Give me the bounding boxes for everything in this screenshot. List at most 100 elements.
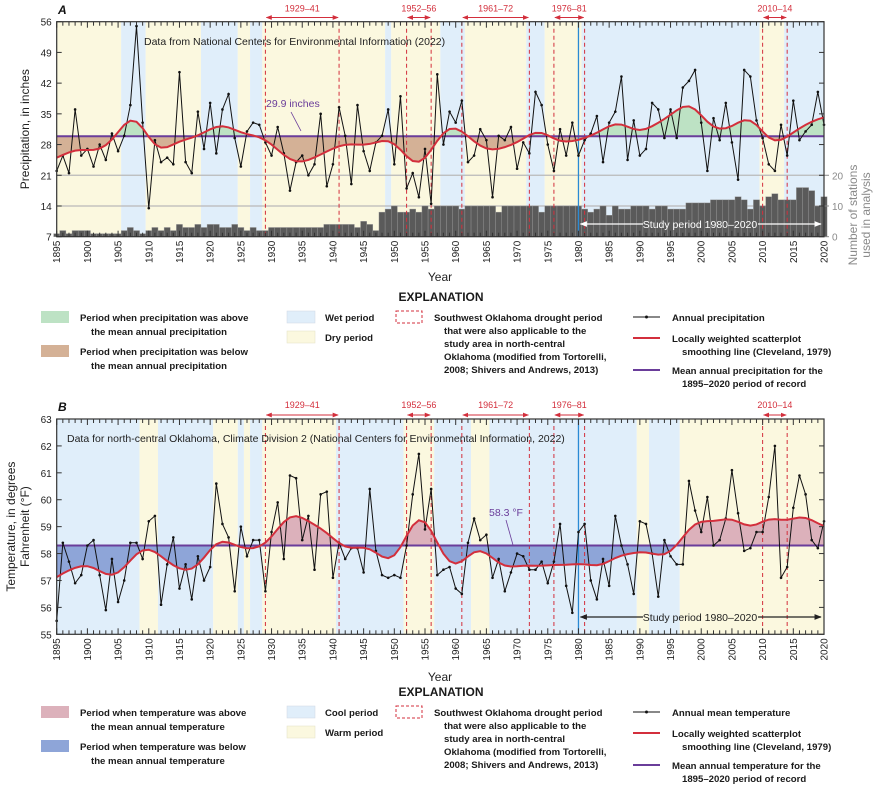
wet-period-band [385,21,392,237]
annual-data-point [313,163,316,166]
annual-data-point [816,546,820,550]
annual-data-point [245,130,249,133]
x-tick-label: 1985 [605,638,616,661]
dry-period-band [544,21,582,237]
annual-data-point [98,143,101,146]
cool-period-band [649,419,680,635]
annual-data-point [687,79,691,83]
annual-data-point [552,560,556,563]
annual-data-point [343,557,347,561]
annual-data-point [325,184,329,188]
annual-data-point [159,603,163,606]
legend-drought-label: that were also applicable to the [444,721,586,732]
annual-data-point [356,103,359,107]
annual-data-point [208,565,212,569]
annual-data-point [417,452,421,456]
legend-below-label: Period when precipitation was below [80,347,248,358]
annual-data-point [706,169,709,173]
x-tick-label: 1995 [666,240,677,263]
dry-period-band [237,21,251,237]
station-count-bar [618,208,625,237]
annual-data-point [110,132,114,135]
legend-drought-swatch [395,310,423,324]
station-axis-label: used in analysis [859,172,873,257]
drought-period-label: 1952–56 [401,400,436,410]
warm-period-band [139,419,158,635]
annual-data-point [540,560,543,563]
x-tick-label: 2000 [697,240,708,263]
dry-period-band [262,21,386,237]
annual-data-point [638,519,642,523]
x-tick-label: 1950 [390,240,401,263]
drought-period-label: 1976–81 [552,4,587,14]
annual-data-point [393,573,396,577]
annual-data-point [454,121,457,124]
station-axis-tick-label: 20 [832,171,844,182]
annual-data-point [251,538,255,542]
legend-above-label: Period when precipitation was above [80,313,248,324]
y-tick-label: 56 [41,603,53,614]
annual-data-point [448,110,451,113]
x-tick-label: 2000 [697,638,708,661]
x-tick-label: 2005 [727,240,738,263]
station-count-bar [556,205,564,237]
dry-period-band [464,21,527,237]
annual-data-point [761,530,764,534]
y-tick-label: 14 [41,202,53,213]
annual-data-point [503,589,507,593]
annual-data-point [816,90,820,94]
annual-data-point [779,123,783,127]
annual-data-point [792,506,795,510]
annual-data-point [742,68,746,72]
station-count-bar [532,205,539,237]
annual-data-point [663,136,666,140]
annual-data-point [466,541,470,545]
annual-data-point [362,571,365,574]
annual-data-point [730,468,734,472]
station-count-bar [440,205,447,237]
annual-data-point [773,169,777,173]
annual-data-point [239,525,243,528]
panel-a: 0 10 20 Number of stations used in analysis 1… [18,3,873,284]
x-tick-label: 1910 [144,638,155,661]
x-tick-label: 1905 [114,240,125,263]
x-tick-label: 2015 [789,638,800,661]
annual-data-point [546,143,550,146]
annual-data-point [755,530,758,534]
x-tick-label: 1930 [267,638,278,661]
x-tick-label: 1960 [451,638,462,661]
annual-data-point [405,187,408,190]
annual-data-point [613,514,617,518]
annual-data-point [454,587,457,590]
station-count-bar [777,199,785,237]
x-tick-label: 2010 [758,638,769,661]
annual-data-point [730,141,734,144]
annual-data-point [300,538,304,542]
annual-data-point [423,528,427,531]
annual-data-point [761,136,764,140]
annual-data-point [79,573,83,577]
mean-label-leader [505,519,514,546]
annual-data-point [613,110,617,113]
annual-data-point [325,490,329,493]
annual-data-point [129,541,132,545]
x-tick-label: 1930 [267,240,278,263]
legend-series-dot [645,710,648,714]
annual-data-point [307,173,310,177]
plot-frame [56,21,825,238]
legend-smooth-label: smoothing line (Cleveland, 1979) [682,347,831,358]
annual-data-point [239,165,243,168]
x-tick-label: 2005 [727,638,738,661]
annual-data-point [534,568,537,572]
x-tick-label: 1945 [359,638,370,661]
annual-data-point [675,563,678,566]
annual-data-point [190,598,194,601]
annual-data-point [73,108,77,111]
y-tick-label: 56 [41,18,53,29]
annual-data-point [159,160,163,164]
annual-data-point [337,105,341,109]
legend-mean-label: 1895–2020 period of record [682,379,806,390]
legend-drought-label: 2008; Shivers and Andrews, 2013) [444,365,598,376]
annual-data-point [583,522,586,526]
annual-data-point [104,608,108,612]
